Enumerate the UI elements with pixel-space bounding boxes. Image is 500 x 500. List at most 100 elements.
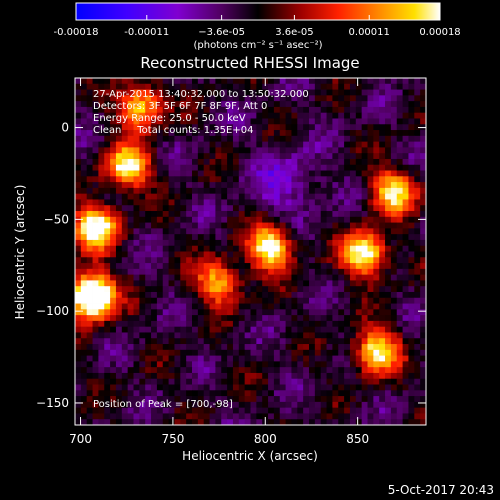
heatmap-cell <box>227 309 234 316</box>
heatmap-cell <box>209 193 216 200</box>
heatmap-cell <box>86 390 93 397</box>
heatmap-cell <box>408 309 415 316</box>
heatmap-cell <box>344 401 351 409</box>
heatmap-cell <box>344 176 351 183</box>
heatmap-cell <box>314 274 322 281</box>
heatmap-cell <box>408 135 415 143</box>
heatmap-cell <box>285 170 292 177</box>
heatmap-cell <box>390 199 398 206</box>
heatmap-cell <box>232 291 240 299</box>
heatmap-cell <box>349 101 357 108</box>
heatmap-cell <box>420 135 426 143</box>
heatmap-cell <box>115 361 123 368</box>
heatmap-cell <box>174 147 181 154</box>
heatmap-cell <box>92 193 99 200</box>
heatmap-cell <box>279 141 286 148</box>
heatmap-cell <box>320 384 327 391</box>
heatmap-cell <box>390 182 398 189</box>
heatmap-cell <box>209 320 216 328</box>
heatmap-cell <box>402 95 409 102</box>
heatmap-cell <box>279 251 286 258</box>
heatmap-cell <box>338 89 345 96</box>
heatmap-cell <box>268 372 275 380</box>
heatmap-cell <box>98 286 105 293</box>
heatmap-cell <box>80 291 88 299</box>
heatmap-cell <box>349 245 357 252</box>
heatmap-cell <box>192 199 199 206</box>
heatmap-cell <box>215 158 222 166</box>
heatmap-cell <box>349 291 357 299</box>
heatmap-cell <box>104 199 111 206</box>
heatmap-cell <box>332 164 339 171</box>
heatmap-cell <box>361 257 368 264</box>
heatmap-cell <box>110 355 117 362</box>
heatmap-cell <box>203 234 210 241</box>
heatmap-cell <box>203 413 210 420</box>
heatmap-cell <box>250 320 257 328</box>
heatmap-cell <box>227 78 234 85</box>
heatmap-cell <box>209 263 216 270</box>
heatmap-cell <box>361 193 368 200</box>
heatmap-cell <box>75 257 82 264</box>
heatmap-cell <box>203 164 210 171</box>
heatmap-cell <box>303 112 310 119</box>
heatmap-cell <box>209 344 216 351</box>
heatmap-cell <box>92 401 99 409</box>
heatmap-cell <box>162 216 169 223</box>
heatmap-cell <box>156 176 164 183</box>
heatmap-cell <box>232 164 240 171</box>
heatmap-cell <box>273 257 281 264</box>
heatmap-cell <box>303 378 310 385</box>
heatmap-cell <box>402 349 409 356</box>
heatmap-cell <box>75 355 82 362</box>
heatmap-cell <box>367 106 374 114</box>
heatmap-cell <box>174 355 181 362</box>
heatmap-cell <box>361 326 368 333</box>
heatmap-cell <box>151 349 158 356</box>
heatmap-cell <box>297 170 304 177</box>
heatmap-cell <box>98 326 105 333</box>
heatmap-cell <box>145 419 152 425</box>
heatmap-cell <box>180 297 187 304</box>
heatmap-cell <box>127 291 134 299</box>
x-tick-label: 700 <box>69 432 92 446</box>
heatmap-cell <box>309 176 316 183</box>
heatmap-cell <box>215 338 222 345</box>
heatmap-cell <box>303 297 310 304</box>
heatmap-cell <box>174 222 181 229</box>
heatmap-cell <box>320 118 327 125</box>
heatmap-cell <box>361 176 368 183</box>
heatmap-cell <box>332 413 339 420</box>
heatmap-cell <box>326 118 333 125</box>
heatmap-cell <box>209 187 216 195</box>
heatmap-cell <box>320 170 327 177</box>
heatmap-cell <box>203 419 210 425</box>
heatmap-cell <box>209 78 216 85</box>
heatmap-cell <box>332 141 339 148</box>
heatmap-cell <box>320 280 327 287</box>
heatmap-cell <box>186 413 193 420</box>
heatmap-cell <box>227 297 234 304</box>
heatmap-cell <box>238 413 246 420</box>
heatmap-cell <box>326 268 333 276</box>
heatmap-cell <box>92 291 99 299</box>
heatmap-cell <box>127 372 134 380</box>
y-tick-label: −100 <box>36 304 69 318</box>
heatmap-cell <box>151 355 158 362</box>
heatmap-cell <box>361 228 368 235</box>
heatmap-cell <box>373 367 380 374</box>
heatmap-cell <box>98 303 105 310</box>
heatmap-cell <box>268 216 275 223</box>
heatmap-cell <box>355 326 363 333</box>
heatmap-cell <box>174 135 181 143</box>
heatmap-cell <box>168 297 175 304</box>
heatmap-cell <box>314 193 322 200</box>
heatmap-cell <box>133 211 140 218</box>
heatmap-cell <box>373 199 380 206</box>
heatmap-cell <box>92 297 99 304</box>
heatmap-cell <box>385 251 392 258</box>
heatmap-cell <box>75 193 82 200</box>
heatmap-cell <box>186 390 193 397</box>
heatmap-cell <box>168 344 175 351</box>
